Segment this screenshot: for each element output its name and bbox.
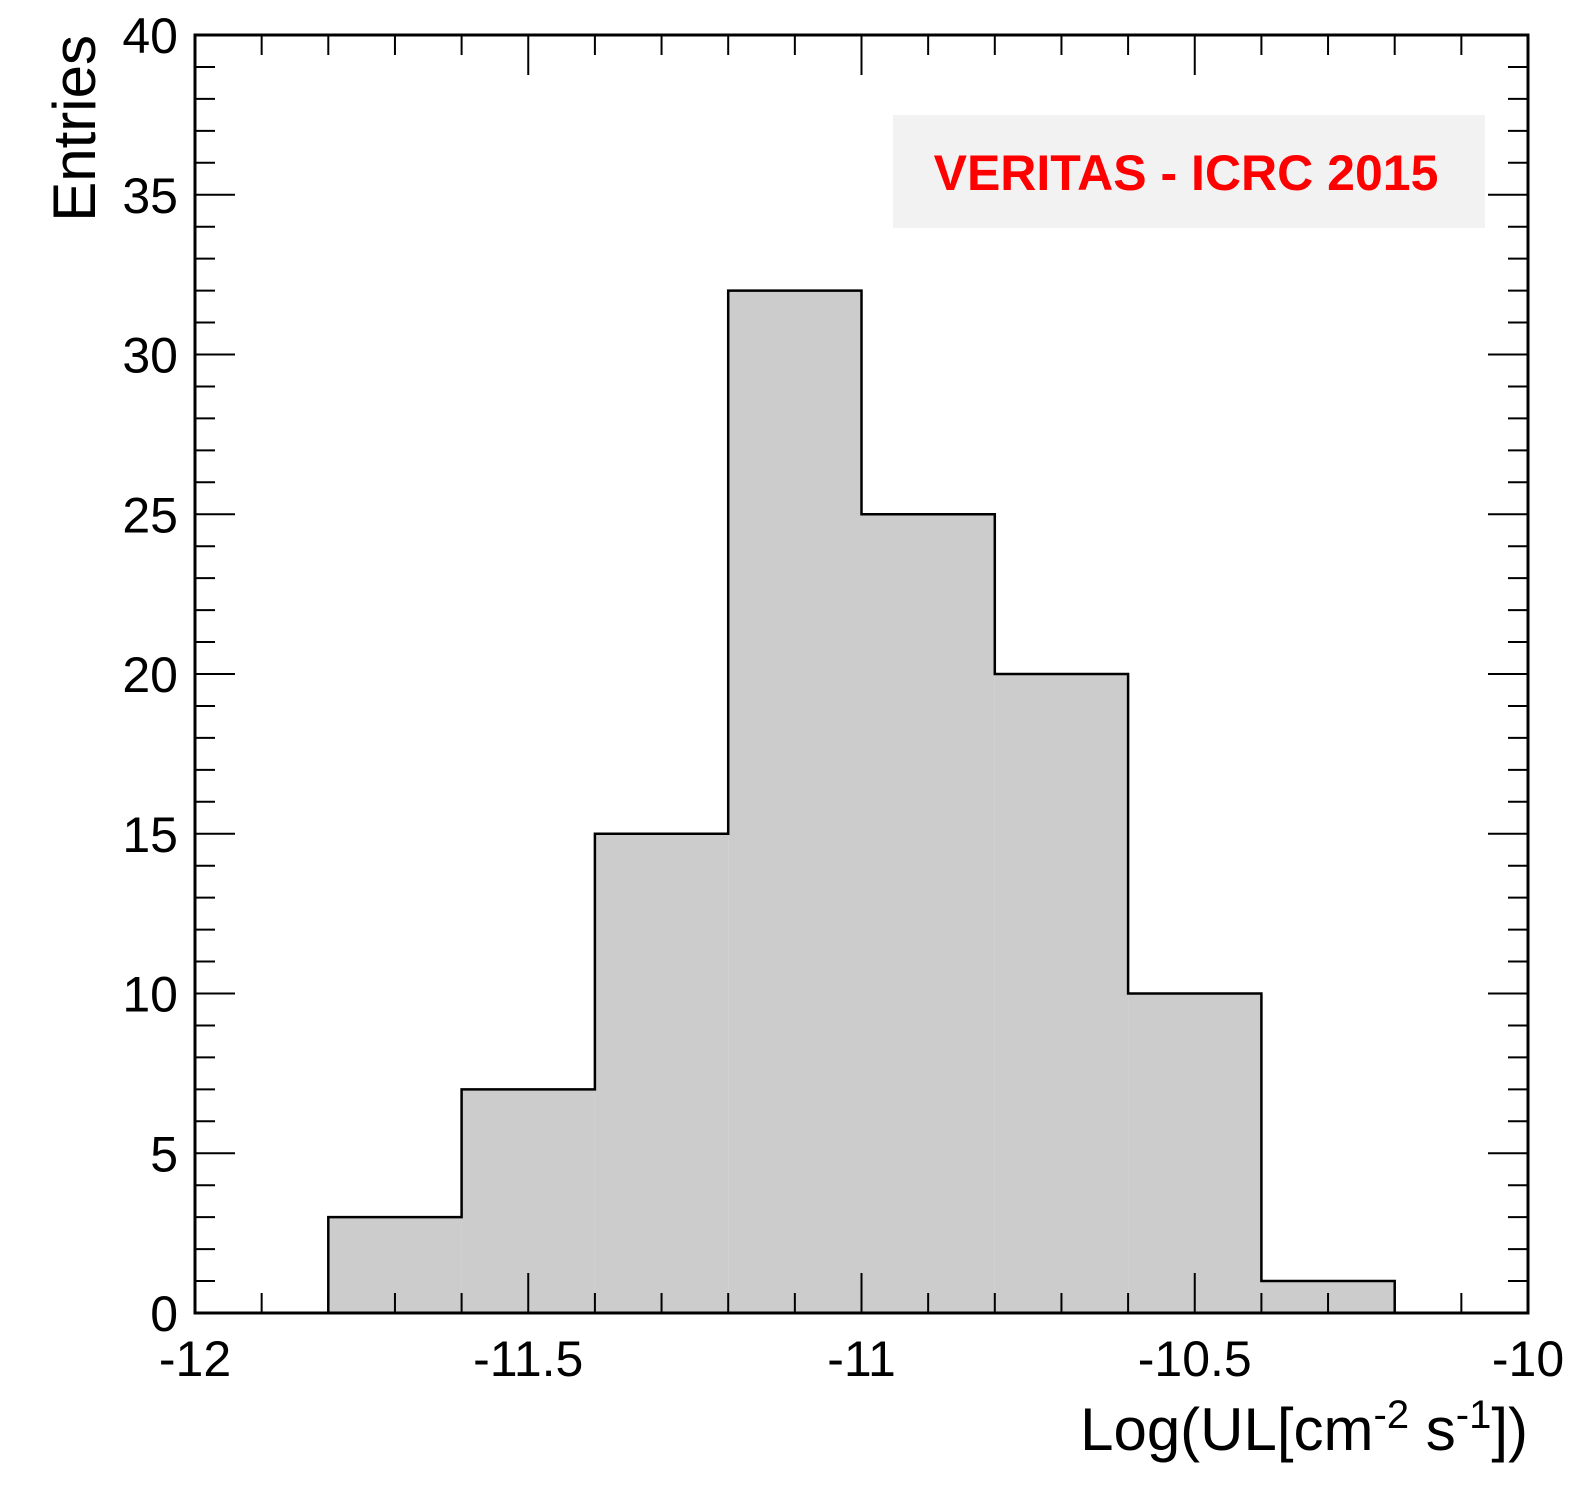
histogram-bar [994,674,1129,1313]
annotation-badge: VERITAS - ICRC 2015 [893,115,1485,228]
y-tick-label: 35 [122,168,178,224]
x-axis-title-exponent-2: -1 [1456,1393,1492,1437]
annotation-background [893,115,1485,228]
x-tick-label: -12 [159,1331,231,1387]
y-tick-label: 20 [122,647,178,703]
axis-ticks [194,34,1529,1314]
x-axis-title-exponent-1: -2 [1374,1393,1410,1437]
y-tick-label: 25 [122,487,178,543]
histogram-outline [327,289,1396,1313]
y-tick-label: 0 [150,1286,178,1342]
x-tick-label: -10.5 [1138,1331,1252,1387]
x-axis-title: Log(UL[cm-2 s-1]) [1080,1393,1528,1463]
y-tick-label: 30 [122,328,178,384]
y-tick-label: 40 [122,8,178,64]
histogram-bar [728,290,862,1314]
y-tick-label: 10 [122,967,178,1023]
x-axis-title-end: ]) [1491,1396,1528,1463]
x-axis-title-base: Log(UL[cm [1080,1396,1373,1463]
histogram-outline-layer [327,289,1396,1313]
y-tick-label: 15 [122,807,178,863]
y-tick-label: 5 [150,1126,178,1182]
histogram-bar [861,514,995,1313]
annotation-text: VERITAS - ICRC 2015 [934,145,1439,201]
y-axis-title: Entries [41,35,108,222]
y-tick-labels: 0 5 10 15 20 25 30 35 40 [122,8,178,1342]
x-tick-labels: -12 -11.5 -11 -10.5 -10 [159,1331,1564,1387]
x-tick-label: -10 [1492,1331,1564,1387]
x-tick-label: -11.5 [473,1331,583,1387]
x-tick-label: -11 [827,1331,896,1387]
histogram-bar [1128,993,1262,1313]
x-axis-title-mid: s [1409,1396,1456,1463]
histogram-bar [594,833,729,1313]
